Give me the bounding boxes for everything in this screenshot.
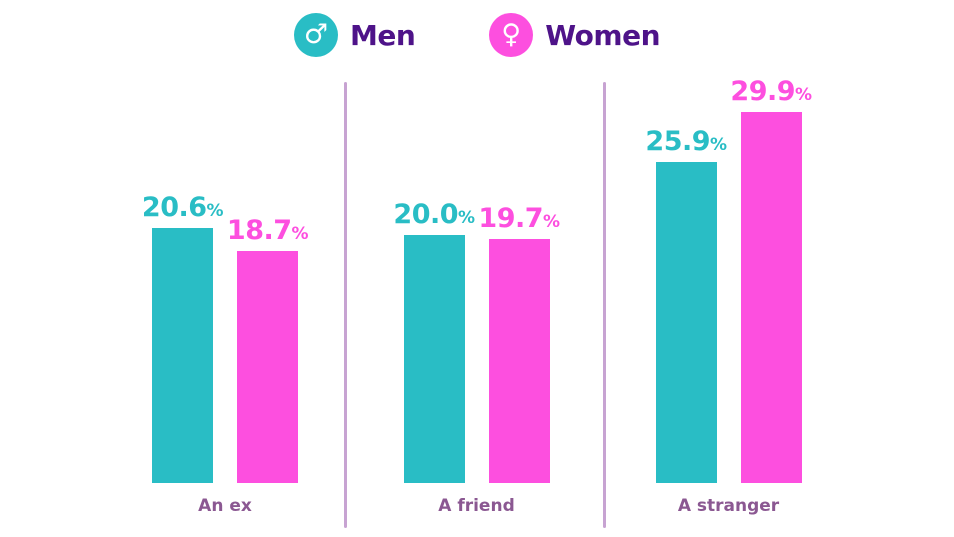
bar-value-label: 29.9%: [730, 76, 812, 107]
bar-men-3: [655, 162, 717, 483]
bar-men-2: [403, 235, 465, 483]
bar-value-label: 20.0%: [393, 199, 475, 230]
legend-label-men: Men: [349, 18, 416, 52]
bar-women-2: [488, 239, 550, 483]
bar-women-3: [740, 112, 802, 483]
group-divider: [344, 82, 347, 528]
bar-value-label: 19.7%: [478, 203, 560, 234]
group-divider: [603, 82, 606, 528]
category-label: A stranger: [677, 496, 780, 516]
bar-women-1: [237, 251, 298, 483]
legend: ♂ Men ♀ Women: [0, 13, 954, 57]
bar-value-label: 18.7%: [226, 215, 309, 246]
bar-men-1: [152, 228, 213, 483]
male-icon: ♂: [293, 13, 338, 57]
legend-label-women: Women: [545, 18, 661, 52]
bar-value-label: 20.6%: [141, 192, 224, 223]
legend-item-women: ♀ Women: [489, 13, 661, 57]
category-label: An ex: [198, 496, 252, 516]
female-icon: ♀: [489, 13, 534, 57]
category-label: A friend: [438, 496, 515, 516]
legend-item-men: ♂ Men: [293, 13, 416, 57]
bar-value-label: 25.9%: [645, 126, 727, 157]
